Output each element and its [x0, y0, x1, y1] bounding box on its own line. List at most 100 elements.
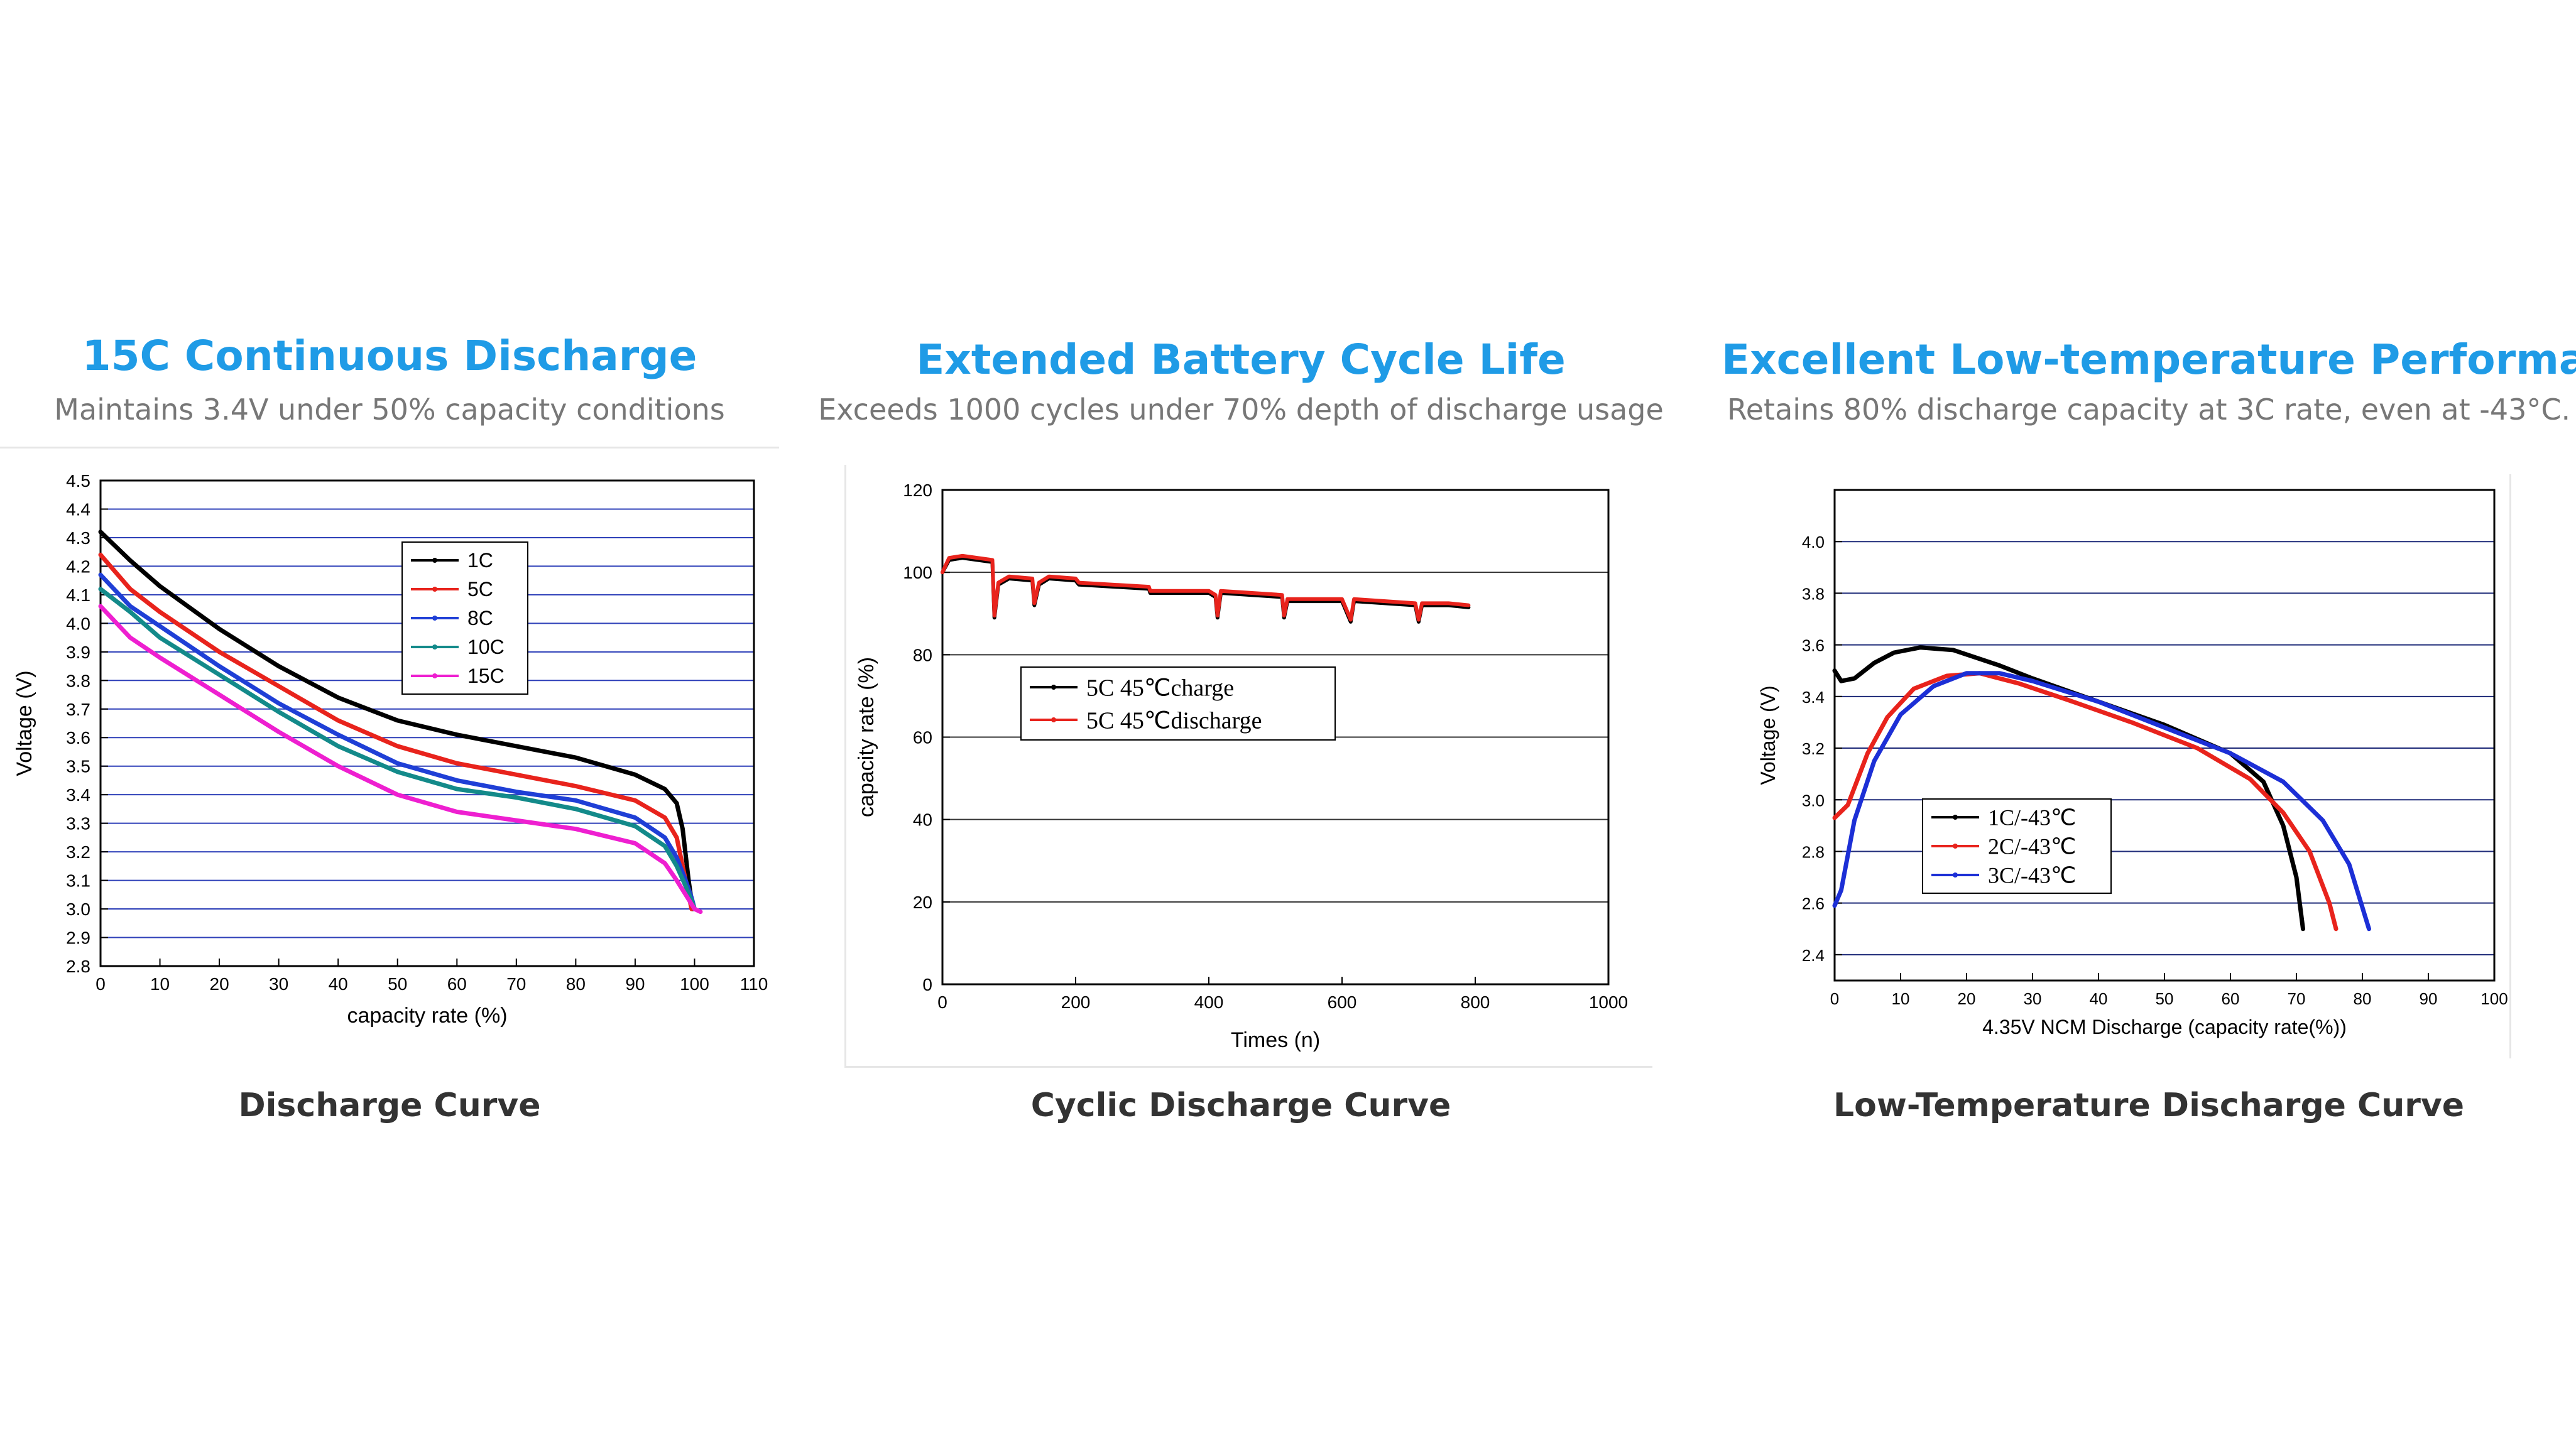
legend-marker [1953, 815, 1958, 820]
y-tick-label: 3.8 [66, 671, 90, 690]
x-tick-label: 70 [506, 974, 526, 994]
y-tick-label: 4.4 [66, 499, 90, 519]
panel-caption: Low-Temperature Discharge Curve [1833, 1087, 2465, 1124]
y-tick-label: 3.2 [66, 842, 90, 862]
panel-title: 15C Continuous Discharge [82, 332, 697, 380]
panel-cycle-life: Extended Battery Cycle Life Exceeds 1000… [817, 0, 1665, 1451]
x-tick-label: 110 [740, 974, 768, 994]
x-tick-label: 40 [2090, 989, 2108, 1008]
x-tick-label: 20 [210, 974, 229, 994]
y-tick-label: 3.1 [66, 871, 90, 891]
x-tick-label: 0 [1830, 989, 1839, 1008]
y-tick-label: 4.5 [66, 471, 90, 491]
legend-label: 5C 45℃charge [1086, 675, 1234, 701]
y-tick-label: 3.0 [66, 899, 90, 919]
y-tick-label: 3.5 [66, 757, 90, 776]
panel-subtitle: Retains 80% discharge capacity at 3C rat… [1727, 393, 2571, 427]
low-temperature-discharge-chart: 0 10 20 30 40 50 60 70 80 90 100 2.4 2.6 2.8 3.0 3.2 3.4… [1757, 489, 2508, 1038]
y-tick-label: 100 [903, 563, 932, 582]
legend-label: 2C/-43℃ [1988, 834, 2076, 859]
x-tick-label: 100 [680, 974, 709, 994]
panel-title: Excellent Low-temperature Performance [1722, 335, 2576, 384]
y-tick-label: 3.8 [1802, 584, 1825, 603]
x-tick-label: 20 [1958, 989, 1976, 1008]
x-axis-label: 4.35V NCM Discharge (capacity rate(%)) [1982, 1016, 2347, 1038]
legend-label: 5C 45℃discharge [1086, 707, 1262, 734]
legend-marker [1051, 685, 1056, 690]
series-line-2 [941, 553, 1471, 622]
y-tick-label: 0 [922, 975, 932, 994]
y-tick-label: 4.2 [66, 557, 90, 576]
x-tick-label: 40 [329, 974, 348, 994]
panel-subtitle: Maintains 3.4V under 50% capacity condit… [54, 393, 725, 427]
x-tick-label: 90 [2420, 989, 2438, 1008]
x-tick-label: 10 [150, 974, 170, 994]
y-tick-label: 2.8 [66, 957, 90, 976]
y-tick-label: 4.0 [66, 614, 90, 633]
y-tick-label: 3.6 [1802, 636, 1825, 655]
legend-label: 5C [467, 578, 493, 601]
series-line-4 [98, 587, 697, 911]
x-tick-label: 50 [388, 974, 407, 994]
x-tick-label: 200 [1061, 992, 1091, 1012]
panel-divider [844, 465, 846, 1068]
y-tick-label: 20 [913, 893, 932, 912]
x-axis-label: Times (n) [1231, 1028, 1320, 1052]
y-tick-label: 2.9 [66, 928, 90, 948]
y-tick-label: 3.4 [1802, 688, 1825, 707]
x-tick-label: 90 [625, 974, 645, 994]
legend-marker [432, 644, 437, 649]
legend-marker [432, 616, 437, 621]
y-axis-label: capacity rate (%) [854, 657, 878, 817]
x-tick-label: 800 [1461, 992, 1490, 1012]
y-tick-label: 2.6 [1802, 894, 1825, 913]
y-tick-label: 4.3 [66, 528, 90, 548]
plot-frame [99, 479, 755, 967]
series-line-2 [98, 552, 694, 911]
legend-marker [1051, 717, 1056, 722]
series-line-2 [1832, 671, 2339, 932]
legend-marker [432, 587, 437, 592]
x-tick-label: 1000 [1589, 992, 1628, 1012]
legend-marker [1953, 872, 1958, 878]
legend-label: 1C/-43℃ [1988, 805, 2076, 830]
legend-label: 3C/-43℃ [1988, 863, 2076, 888]
y-tick-label: 3.4 [66, 785, 90, 805]
x-tick-label: 10 [1892, 989, 1910, 1008]
panel-subtitle: Exceeds 1000 cycles under 70% depth of d… [818, 393, 1664, 427]
y-tick-label: 60 [913, 728, 932, 747]
panel-discharge: 15C Continuous Discharge Maintains 3.4V … [0, 0, 779, 1451]
x-tick-label: 0 [96, 974, 106, 994]
y-tick-label: 40 [913, 810, 932, 830]
panel-divider [844, 1066, 1652, 1068]
x-tick-label: 60 [2222, 989, 2240, 1008]
x-tick-label: 70 [2288, 989, 2306, 1008]
x-tick-label: 80 [2354, 989, 2372, 1008]
y-tick-label: 3.9 [66, 643, 90, 662]
y-tick-label: 3.3 [66, 814, 90, 834]
x-tick-label: 80 [566, 974, 586, 994]
series-line-3 [98, 572, 697, 911]
panel-caption: Cyclic Discharge Curve [1030, 1087, 1451, 1124]
y-tick-label: 4.1 [66, 585, 90, 605]
panel-divider [2509, 474, 2511, 1058]
legend-label: 1C [467, 549, 493, 572]
x-axis-label: capacity rate (%) [347, 1004, 507, 1028]
y-tick-label: 3.2 [1802, 739, 1825, 758]
x-tick-label: 600 [1328, 992, 1357, 1012]
legend-label: 10C [467, 636, 505, 658]
x-tick-label: 0 [937, 992, 947, 1012]
y-tick-label: 120 [903, 481, 932, 500]
series-line-3 [1832, 671, 2371, 932]
panel-low-temperature: Excellent Low-temperature Performance Re… [1722, 0, 2576, 1451]
x-tick-label: 30 [269, 974, 288, 994]
legend-marker [432, 673, 437, 678]
discharge-curve-chart: 0 10 20 30 40 50 60 70 80 90 100 110 2.8 2.9 3.0 3.1 3.2… [13, 471, 768, 1028]
legend-label: 8C [467, 607, 493, 629]
y-tick-label: 2.4 [1802, 946, 1825, 965]
legend-box [1020, 666, 1336, 741]
y-tick-label: 4.0 [1802, 533, 1825, 552]
y-tick-label: 80 [913, 645, 932, 665]
x-tick-label: 400 [1194, 992, 1224, 1012]
series-line-5 [98, 604, 703, 915]
